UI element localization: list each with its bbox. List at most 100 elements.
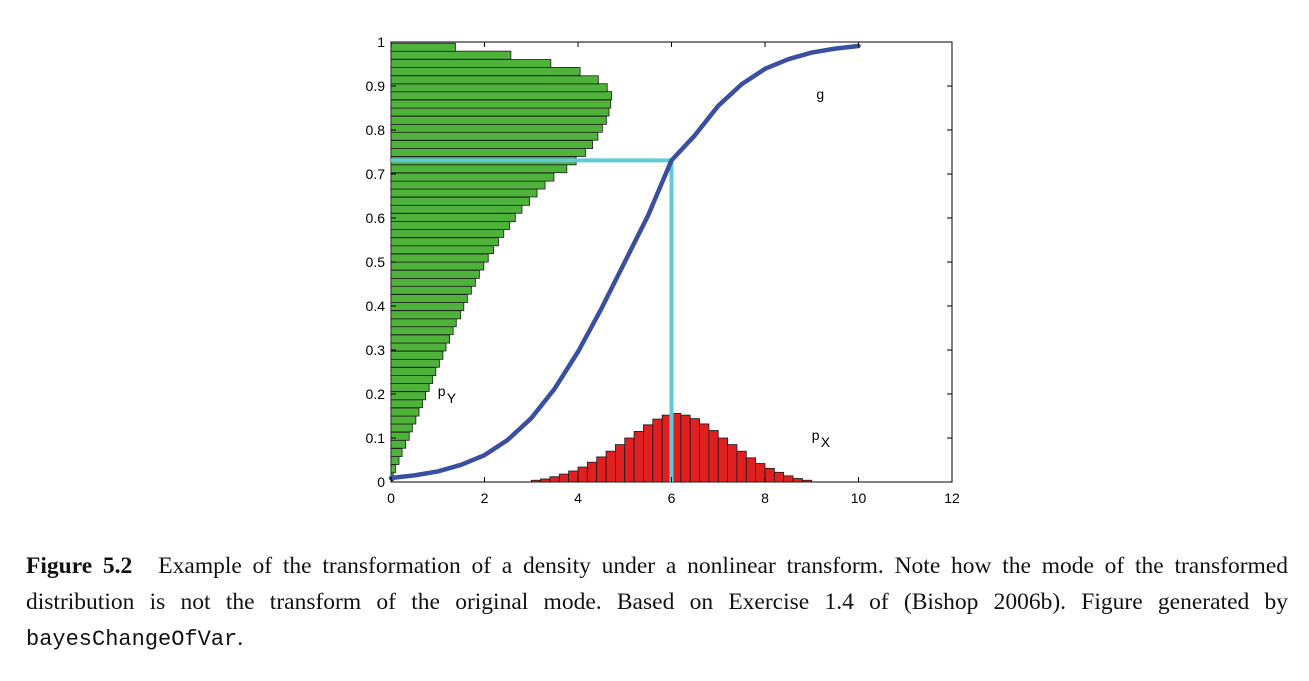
y-tick-label: 0.6 (366, 210, 386, 226)
bar-px (727, 444, 738, 483)
bar-px (530, 479, 542, 483)
bar-py (390, 140, 593, 149)
label-py-subscript: Y (447, 390, 457, 406)
bar-px (764, 467, 775, 483)
bar-py (390, 147, 586, 157)
bar-py (390, 391, 427, 401)
caption-end: . (237, 625, 244, 651)
bar-px (596, 456, 607, 483)
bar-py (390, 123, 603, 133)
histogram-px (530, 412, 813, 483)
y-tick-label: 0.3 (366, 342, 386, 358)
bar-py (390, 245, 494, 255)
bar-py (390, 180, 546, 190)
bar-py (390, 59, 552, 69)
bar-py (390, 334, 451, 344)
bar-py (390, 42, 456, 52)
bar-py (390, 99, 612, 109)
y-tick-label: 0 (377, 474, 385, 490)
bar-px (549, 476, 560, 483)
bar-py (390, 164, 568, 174)
y-tick-label: 0.5 (366, 254, 386, 270)
bar-py (390, 269, 480, 279)
x-tick-label: 6 (668, 490, 676, 506)
bar-py (390, 367, 437, 377)
bar-py (390, 83, 608, 93)
figure-label: Figure 5.2 (26, 553, 133, 579)
bar-py (390, 301, 465, 311)
y-tick-label: 0.4 (366, 298, 386, 314)
bar-py (390, 382, 430, 392)
bar-py (390, 228, 505, 238)
bar-py (390, 115, 607, 125)
label-px-subscript: X (821, 434, 831, 450)
bar-px (540, 478, 551, 483)
bar-py (390, 50, 512, 60)
bar-px (802, 479, 813, 483)
bar-py (390, 213, 516, 223)
bar-py (390, 431, 410, 441)
bar-px (615, 444, 626, 483)
caption-code: bayesChangeOfVar (26, 627, 238, 652)
bar-px (783, 475, 794, 483)
bar-py (390, 172, 555, 182)
bar-px (736, 450, 747, 483)
bar-px (643, 424, 654, 483)
caption-text: Example of the transformation of a densi… (26, 553, 1288, 615)
bar-py (390, 204, 523, 214)
y-tick-label: 0.7 (366, 166, 386, 182)
bar-px (792, 478, 803, 483)
x-tick-label: 0 (387, 490, 395, 506)
bar-px (633, 430, 644, 483)
y-tick-label: 0.2 (366, 386, 386, 402)
bar-py (390, 188, 538, 198)
bar-py (390, 326, 454, 336)
bar-py (390, 196, 530, 206)
y-tick-label: 0.1 (366, 430, 386, 446)
bar-py (390, 91, 613, 101)
bar-py (390, 67, 581, 76)
bar-py (390, 455, 400, 465)
x-tick-label: 10 (851, 490, 867, 506)
bar-py (390, 342, 447, 352)
bar-py (390, 310, 462, 320)
figure-caption: Figure 5.2 Example of the transformation … (26, 548, 1288, 658)
y-tick-label: 0.9 (366, 78, 386, 94)
label-g: g (816, 86, 824, 102)
bar-py (390, 415, 417, 425)
bar-py (390, 75, 599, 85)
bar-px (568, 470, 579, 483)
bar-py (390, 407, 420, 417)
y-tick-label: 0.8 (366, 122, 386, 138)
bar-px (558, 473, 570, 483)
bar-py (390, 375, 434, 384)
bar-py (390, 464, 396, 474)
bar-px (717, 437, 728, 483)
bar-py (390, 358, 440, 368)
bar-py (390, 221, 510, 230)
bar-py (390, 439, 407, 449)
bar-px (605, 450, 616, 483)
bar-px (745, 457, 757, 483)
x-tick-label: 8 (761, 490, 769, 506)
x-tick-label: 4 (574, 490, 582, 506)
bar-px (708, 430, 719, 483)
bar-py (390, 448, 403, 457)
bar-py (390, 399, 423, 409)
x-tick-label: 2 (481, 490, 489, 506)
curve-g (388, 43, 861, 481)
bar-py (390, 423, 413, 433)
chart: 0 2 4 6 8 10 12 0 0.1 0.2 0.3 0.4 0.5 0.6 0.7 0.8 0.9 1 g p… (366, 34, 960, 506)
bar-py (390, 294, 468, 303)
bar-py (390, 107, 610, 117)
bar-px (624, 437, 635, 483)
bar-py (390, 253, 489, 263)
x-tick-label: 12 (944, 490, 960, 506)
bar-px (680, 414, 691, 483)
bar-px (773, 471, 785, 483)
label-px: p (812, 427, 820, 443)
bar-py (390, 285, 472, 295)
bar-py (390, 237, 499, 247)
bar-px (586, 461, 598, 483)
